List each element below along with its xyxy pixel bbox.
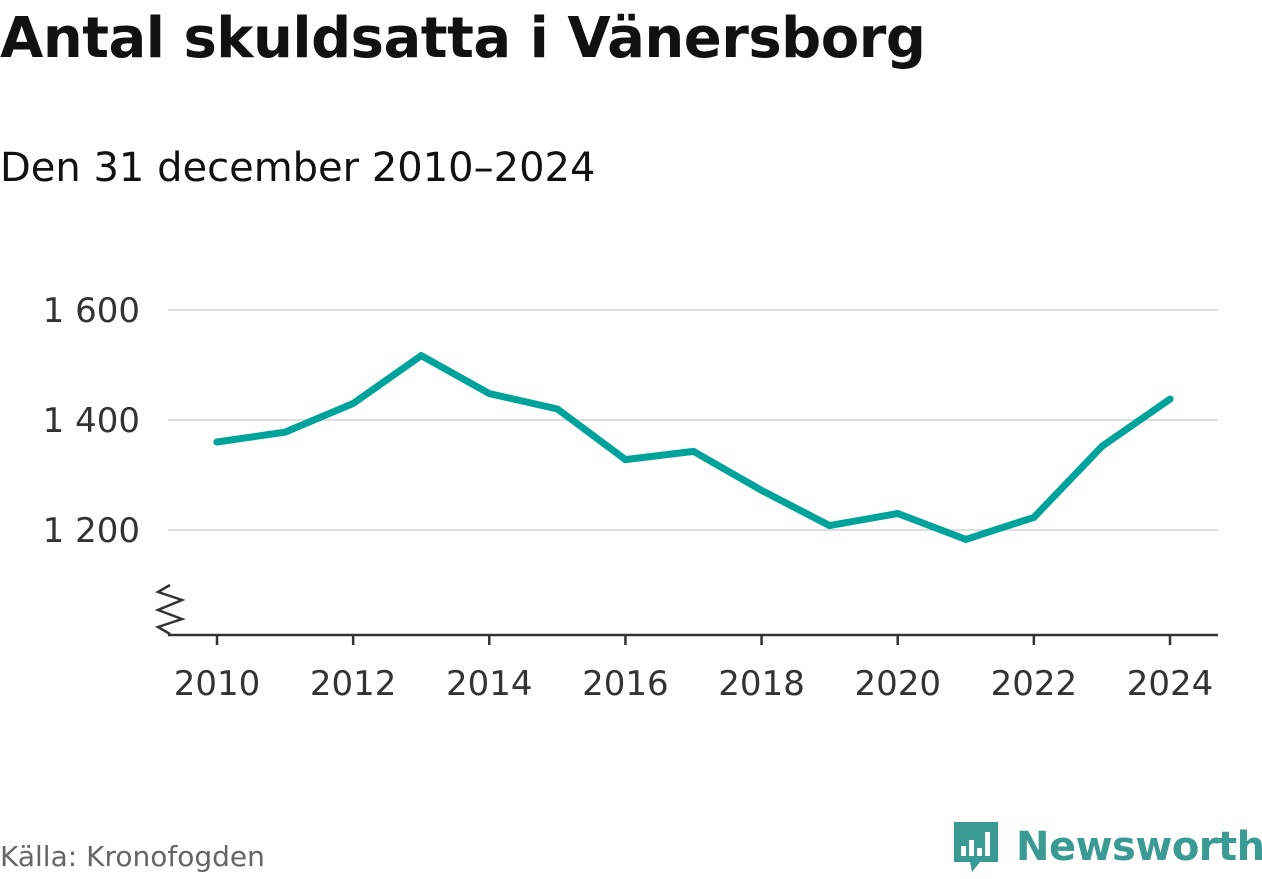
data-point-2017 bbox=[690, 447, 697, 455]
data-point-2021 bbox=[962, 535, 970, 543]
data-point-2010 bbox=[213, 438, 221, 446]
source-label: Källa: Kronofogden bbox=[0, 840, 265, 873]
brand-logo: Newsworthy bbox=[950, 818, 1262, 876]
x-tick-label-2022: 2022 bbox=[991, 664, 1078, 704]
x-tick-label-2024: 2024 bbox=[1127, 664, 1214, 704]
data-point-2020 bbox=[894, 510, 902, 517]
newsworthy-logo-icon bbox=[954, 822, 998, 872]
y-tick-label-1200: 1 200 bbox=[43, 511, 140, 551]
axis-break-icon bbox=[154, 583, 186, 636]
data-point-2013 bbox=[417, 352, 425, 360]
chart-title: Antal skuldsatta i Vänersborg bbox=[0, 6, 926, 71]
y-tick-label-1600: 1 600 bbox=[43, 291, 140, 331]
y-tick-label-1400: 1 400 bbox=[43, 401, 140, 441]
data-point-2014 bbox=[485, 390, 493, 398]
x-tick-label-2020: 2020 bbox=[854, 664, 941, 704]
data-point-2022 bbox=[1030, 513, 1038, 521]
x-tick-label-2012: 2012 bbox=[310, 664, 397, 704]
x-tick-label-2014: 2014 bbox=[446, 664, 533, 704]
data-point-2023 bbox=[1098, 442, 1106, 450]
data-point-2015 bbox=[553, 405, 561, 413]
x-tick-label-2018: 2018 bbox=[718, 664, 805, 704]
brand-name: Newsworthy bbox=[1016, 824, 1262, 870]
data-point-2024 bbox=[1166, 395, 1174, 403]
series-line bbox=[213, 352, 1174, 543]
x-tick-label-2016: 2016 bbox=[582, 664, 669, 704]
data-point-2018 bbox=[758, 486, 766, 494]
data-point-2019 bbox=[826, 522, 834, 530]
data-point-2011 bbox=[281, 428, 289, 436]
data-point-2016 bbox=[621, 456, 629, 464]
x-tick-label-2010: 2010 bbox=[174, 664, 261, 704]
data-point-2012 bbox=[349, 400, 357, 407]
chart-subtitle: Den 31 december 2010–2024 bbox=[0, 145, 596, 191]
